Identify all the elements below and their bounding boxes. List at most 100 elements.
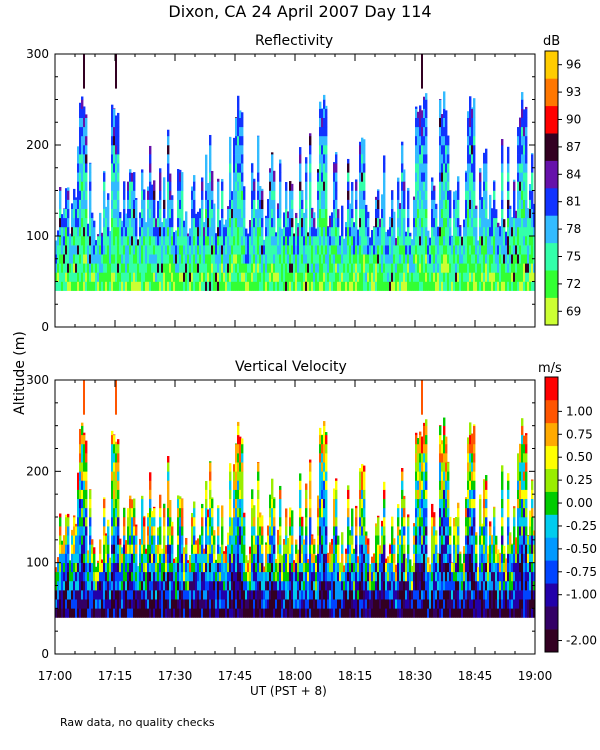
heatmap-cell (107, 200, 109, 209)
heatmap-cell (273, 526, 275, 535)
heatmap-cell (295, 540, 297, 545)
heatmap-cell (89, 517, 91, 526)
heatmap-cell (241, 154, 243, 163)
colorbar-tick-label: 87 (566, 140, 581, 154)
heatmap-cell (525, 107, 527, 109)
heatmap-cell (181, 181, 183, 190)
heatmap-cell (525, 127, 527, 136)
heatmap-cell (355, 179, 357, 181)
heatmap-cell (209, 471, 211, 480)
heatmap-cell (169, 500, 171, 508)
heatmap-cell (123, 508, 125, 517)
heatmap-cell (425, 93, 427, 100)
heatmap-cell (153, 191, 155, 200)
heatmap-cell (85, 114, 87, 118)
heatmap-cell (193, 526, 195, 535)
heatmap-cell (341, 206, 343, 209)
heatmap-cell (393, 212, 395, 218)
heatmap-cell (205, 499, 207, 508)
heatmap-cell (209, 461, 211, 462)
heatmap-cell (123, 200, 125, 209)
heatmap-cell (241, 480, 243, 489)
heatmap-cell (153, 526, 155, 535)
heatmap-cell (363, 517, 365, 526)
heatmap-cell (403, 191, 405, 200)
heatmap-cell (425, 145, 427, 154)
heatmap-cell (251, 490, 253, 499)
heatmap-cell (309, 462, 311, 471)
heatmap-cell (117, 499, 119, 508)
heatmap-cell (299, 490, 301, 499)
heatmap-cell (133, 508, 135, 517)
heatmap-cell (325, 453, 327, 462)
heatmap-cell (341, 535, 343, 544)
heatmap-cell (309, 163, 311, 172)
heatmap-cell (531, 154, 533, 163)
heatmap-cell (85, 453, 87, 462)
heatmap-cell (521, 100, 523, 109)
heatmap-cell (213, 530, 215, 535)
heatmap-cell (299, 508, 301, 517)
heatmap-cell (363, 172, 365, 181)
heatmap-cell (521, 92, 523, 100)
heatmap-cell (253, 508, 255, 517)
heatmap-cell (363, 466, 365, 472)
heatmap-cell (117, 113, 119, 118)
heatmap-cell (117, 127, 119, 136)
heatmap-cell (351, 508, 353, 517)
heatmap-cell (261, 209, 263, 218)
heatmap-cell (309, 200, 311, 209)
colorbar-tick-label: 69 (566, 304, 581, 318)
heatmap-cell (445, 118, 447, 127)
heatmap-cell (167, 456, 169, 462)
heatmap-cell (117, 462, 119, 471)
heatmap-cell (383, 172, 385, 181)
heatmap-cell (241, 438, 243, 444)
heatmap-cell (217, 508, 219, 517)
reflectivity-heatmap (55, 54, 535, 291)
heatmap-cell (273, 544, 275, 553)
heatmap-cell (159, 499, 161, 508)
heatmap-cell (301, 517, 303, 526)
heatmap-cell (171, 544, 173, 553)
heatmap-cell (221, 209, 223, 218)
heatmap-cell (365, 205, 367, 209)
heatmap-cell (507, 154, 509, 163)
heatmap-cell (153, 508, 155, 517)
heatmap-cell (525, 181, 527, 190)
heatmap-cell (291, 535, 293, 544)
heatmap-cell (485, 163, 487, 172)
heatmap-cell (153, 507, 155, 508)
heatmap-cell (209, 135, 211, 136)
heatmap-cell (117, 453, 119, 462)
heatmap-cell (501, 139, 503, 145)
heatmap-cell (355, 200, 357, 209)
heatmap-cell (103, 172, 105, 181)
heatmap-cell (169, 181, 171, 190)
heatmap-cell (485, 154, 487, 163)
heatmap-cell (85, 490, 87, 499)
heatmap-cell (149, 499, 151, 508)
heatmap-cell (367, 538, 369, 544)
heatmap-cell (525, 118, 527, 127)
heatmap-cell (251, 489, 253, 490)
heatmap-cell (415, 107, 417, 109)
heatmap-cell (425, 109, 427, 118)
heatmap-cell (159, 191, 161, 200)
heatmap-cell (135, 218, 137, 227)
heatmap-cell (193, 200, 195, 209)
heatmap-cell (289, 181, 291, 182)
heatmap-cell (185, 538, 187, 545)
heatmap-cell (425, 200, 427, 209)
heatmap-cell (229, 163, 231, 172)
heatmap-cell (273, 181, 275, 190)
heatmap-cell (85, 462, 87, 471)
heatmap-cell (363, 154, 365, 163)
heatmap-cell (325, 526, 327, 535)
heatmap-cell (447, 181, 449, 190)
heatmap-cell (337, 544, 339, 553)
heatmap-cell (117, 163, 119, 172)
heatmap-cell (89, 181, 91, 190)
heatmap-cell (325, 544, 327, 553)
heatmap-cell (479, 168, 481, 172)
